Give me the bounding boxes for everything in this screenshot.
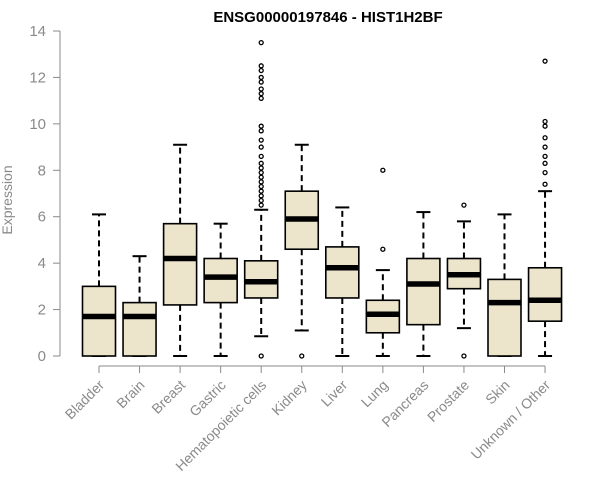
box-iqr	[406, 257, 441, 326]
x-tick-label: Liver	[318, 377, 351, 410]
box-group	[487, 213, 522, 357]
box-iqr	[81, 285, 117, 357]
y-tick-label: 12	[29, 69, 46, 86]
box-group	[527, 58, 563, 357]
outlier-point	[258, 169, 264, 176]
outlier-point	[258, 183, 264, 190]
outlier-point	[542, 169, 548, 176]
box-group	[284, 143, 320, 359]
x-tick-label: Breast	[148, 377, 188, 417]
outlier-point	[542, 181, 548, 187]
y-tick-label: 8	[38, 162, 46, 179]
x-tick-label: Brain	[113, 377, 147, 411]
outlier-point	[258, 128, 264, 134]
outlier-point	[258, 144, 264, 150]
outlier-point	[258, 153, 264, 160]
box-group	[162, 143, 198, 357]
y-tick-label: 0	[38, 348, 46, 365]
outlier-point	[258, 74, 264, 81]
box-series	[81, 39, 563, 359]
box-group	[446, 202, 482, 359]
outlier-point	[258, 353, 264, 359]
outlier-point	[258, 179, 264, 185]
outlier-point	[258, 165, 264, 171]
outlier-point	[258, 174, 264, 180]
box-group	[81, 213, 117, 357]
outlier-point	[258, 137, 264, 143]
outlier-point	[542, 153, 548, 160]
outlier-point	[258, 123, 264, 129]
box-iqr	[203, 257, 238, 304]
outlier-point	[461, 353, 467, 359]
y-axis-label: Expression	[0, 165, 15, 234]
box-iqr	[324, 246, 360, 299]
outlier-point	[380, 246, 386, 252]
x-tick-label: Prostate	[424, 377, 472, 425]
y-tick-label: 10	[29, 116, 46, 133]
box-group	[122, 255, 157, 357]
y-tick-label: 6	[38, 209, 46, 226]
box-group	[324, 206, 360, 357]
y-tick-label: 14	[29, 23, 46, 40]
outlier-point	[258, 39, 264, 46]
outlier-point	[542, 58, 548, 64]
y-axis: 0 2 4 6 8 10 12 14	[29, 23, 61, 365]
outlier-point	[542, 160, 548, 166]
outlier-point	[258, 202, 264, 208]
outlier-point	[258, 193, 264, 199]
y-tick-label: 2	[38, 302, 46, 319]
box-iqr	[122, 301, 157, 357]
box-group	[243, 39, 279, 359]
outlier-point	[258, 67, 264, 74]
y-tick-label: 4	[38, 255, 46, 272]
outlier-point	[542, 135, 548, 141]
x-tick-label: Kidney	[268, 377, 310, 419]
outlier-point	[258, 188, 264, 194]
box-group	[203, 222, 238, 357]
outlier-point	[258, 95, 264, 101]
outlier-point	[461, 202, 467, 208]
outlier-point	[258, 91, 264, 97]
box-group	[406, 211, 441, 357]
outlier-point	[258, 63, 264, 69]
outlier-point	[258, 160, 264, 166]
outlier-point	[258, 197, 264, 204]
chart-title: ENSG00000197846 - HIST1H2BF	[213, 9, 442, 26]
outlier-point	[299, 353, 305, 359]
box-group	[365, 167, 401, 357]
box-iqr	[162, 222, 198, 306]
outlier-point	[258, 86, 264, 92]
box-iqr	[487, 278, 522, 357]
outlier-point	[542, 118, 548, 125]
outlier-point	[258, 79, 264, 85]
outlier-point	[542, 123, 548, 129]
outlier-point	[542, 144, 548, 150]
outlier-point	[380, 167, 386, 173]
box-iqr	[527, 266, 563, 322]
x-tick-label: Skin	[482, 377, 513, 408]
x-tick-label: Bladder	[62, 377, 108, 423]
x-tick-label: Lung	[358, 377, 391, 410]
